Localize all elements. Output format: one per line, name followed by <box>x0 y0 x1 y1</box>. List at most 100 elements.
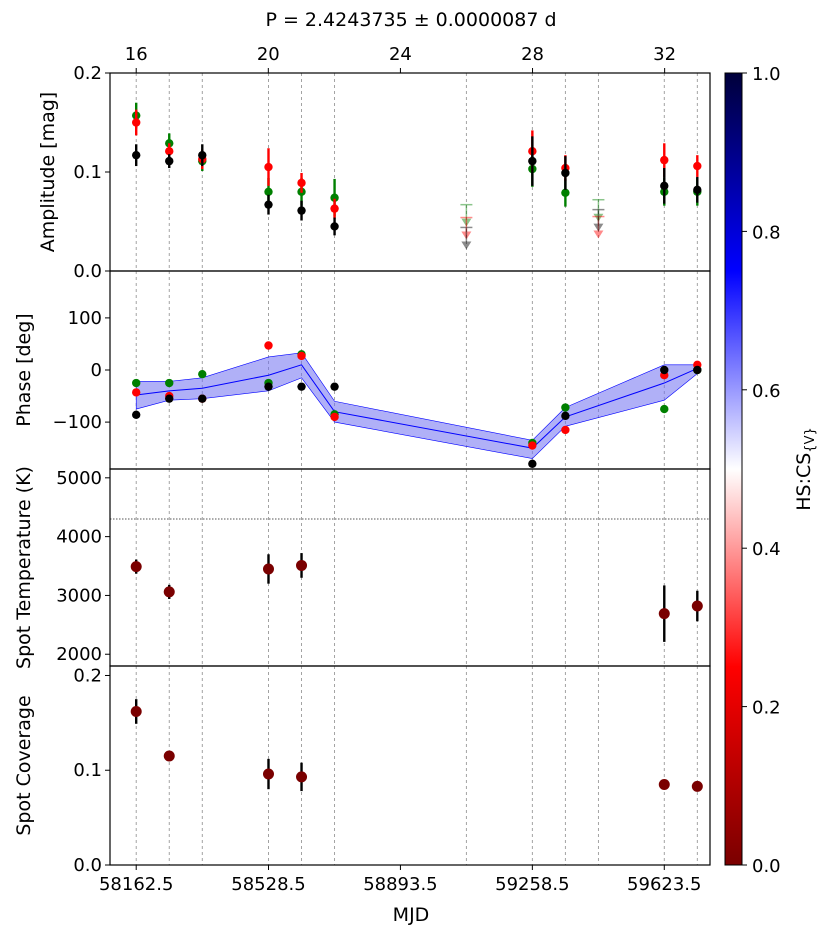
data-point <box>528 441 537 450</box>
upper-limit-marker <box>460 216 473 240</box>
top-tick-label: 24 <box>389 44 412 65</box>
data-point <box>264 187 273 196</box>
series-black <box>132 136 702 250</box>
top-tick-label: 28 <box>521 44 544 65</box>
series-spot-temperature <box>130 553 703 642</box>
x-tick-label: 58162.5 <box>99 874 173 895</box>
panel-plot-area <box>110 469 710 666</box>
panel-4: 0.0 0.1 0.2 Spot Coverage <box>13 665 711 876</box>
data-point <box>264 162 273 172</box>
y-tick-label: 3000 <box>56 585 102 606</box>
data-point <box>660 365 669 375</box>
data-point <box>262 563 274 575</box>
series-spot-coverage <box>130 699 703 792</box>
y-tick-label: 0.2 <box>73 63 102 84</box>
y-axis-label: Spot Temperature (K) <box>13 466 35 669</box>
top-tick-label: 16 <box>125 44 148 65</box>
y-tick-label: 0.1 <box>73 760 102 781</box>
upper-limit-arrow <box>593 230 604 239</box>
colorbar-tick-label: 0.0 <box>752 856 781 877</box>
series-red <box>132 109 702 240</box>
data-point <box>163 586 175 598</box>
data-point <box>296 559 308 571</box>
colorbar-tick-label: 0.8 <box>752 222 781 243</box>
data-point <box>297 382 306 391</box>
colorbar-label: HS:CS{V} <box>793 427 818 511</box>
chart-title: P = 2.4243735 ± 0.0000087 d <box>265 9 556 31</box>
colorbar-label-main: HS:CS <box>793 453 815 511</box>
data-point <box>132 118 141 127</box>
top-tick-label: 32 <box>653 44 676 65</box>
data-point <box>693 365 702 375</box>
x-tick-label: 59258.5 <box>495 874 569 895</box>
data-point <box>330 204 339 213</box>
upper-limit-arrow <box>461 218 472 227</box>
data-point <box>660 155 669 165</box>
data-point <box>297 351 306 361</box>
colorbar-gradient <box>724 72 743 866</box>
y-axis-label: Amplitude [mag] <box>37 92 59 252</box>
data-point <box>330 193 339 202</box>
y-axis-label: Phase [deg] <box>13 313 35 426</box>
data-point <box>297 206 306 215</box>
x-axis-label: MJD <box>393 904 430 926</box>
upper-limit-arrow <box>593 213 604 222</box>
upper-limit-arrow <box>593 223 604 232</box>
y-tick-label: 0.0 <box>73 855 102 876</box>
data-point <box>132 388 141 397</box>
y-axis-label: Spot Coverage <box>13 695 35 835</box>
data-point <box>163 750 175 762</box>
y-tick-label: 0.0 <box>73 261 102 282</box>
data-point <box>660 404 669 414</box>
data-point <box>658 608 670 620</box>
data-point <box>264 382 273 391</box>
y-tick-label: 4000 <box>56 527 102 548</box>
colorbar-tick-label: 0.4 <box>752 539 781 560</box>
colorbar-tick-label: 0.6 <box>752 381 781 402</box>
upper-limit-marker <box>460 226 473 250</box>
data-point <box>693 185 702 195</box>
data-point <box>693 161 702 171</box>
colorbar-ticks: 0.0 0.2 0.4 0.6 0.8 1.0 <box>742 64 781 877</box>
y-tick-label: 0.1 <box>73 162 102 183</box>
panel-1: 0.0 0.1 0.2 Amplitude [mag] <box>37 63 711 282</box>
panel-plot-area <box>132 271 702 469</box>
panel-2: −100 0 100 Phase [deg] <box>13 270 711 470</box>
x-tick-label: 58528.5 <box>231 874 305 895</box>
y-tick-label: 5000 <box>56 468 102 489</box>
data-point <box>132 150 141 160</box>
data-point <box>330 222 339 231</box>
upper-limit-marker <box>592 208 605 232</box>
data-point <box>330 412 339 422</box>
y-tick-label: 0 <box>91 360 102 381</box>
data-point <box>528 459 537 468</box>
panel-frame <box>109 468 711 667</box>
panel-frame <box>109 72 711 272</box>
data-point <box>264 341 273 350</box>
data-point <box>528 156 537 166</box>
data-point <box>262 768 274 780</box>
data-point <box>165 394 174 403</box>
data-point <box>130 705 142 717</box>
upper-limit-arrow <box>461 231 472 240</box>
y-tick-label: −100 <box>53 412 102 433</box>
data-point <box>297 178 306 188</box>
top-tick-label: 20 <box>257 44 280 65</box>
data-point <box>561 411 570 421</box>
colorbar-label-sub: {V} <box>803 427 818 452</box>
data-point <box>296 771 308 783</box>
upper-limit-arrow <box>461 241 472 250</box>
data-point <box>198 369 207 379</box>
data-point <box>660 181 669 191</box>
top-axis-ticks: 16 20 24 28 32 <box>125 44 676 73</box>
data-point <box>264 200 273 209</box>
y-tick-label: 0.2 <box>73 665 102 686</box>
plot-panels: 0.0 0.1 0.2 Amplitude [mag] −100 0 100 Phase [d… <box>13 44 711 895</box>
upper-limit-marker <box>592 215 605 239</box>
data-point <box>561 168 570 178</box>
data-point <box>165 147 174 156</box>
data-point <box>561 425 570 435</box>
panel-plot-area <box>130 666 703 865</box>
y-tick-label: 2000 <box>56 644 102 665</box>
